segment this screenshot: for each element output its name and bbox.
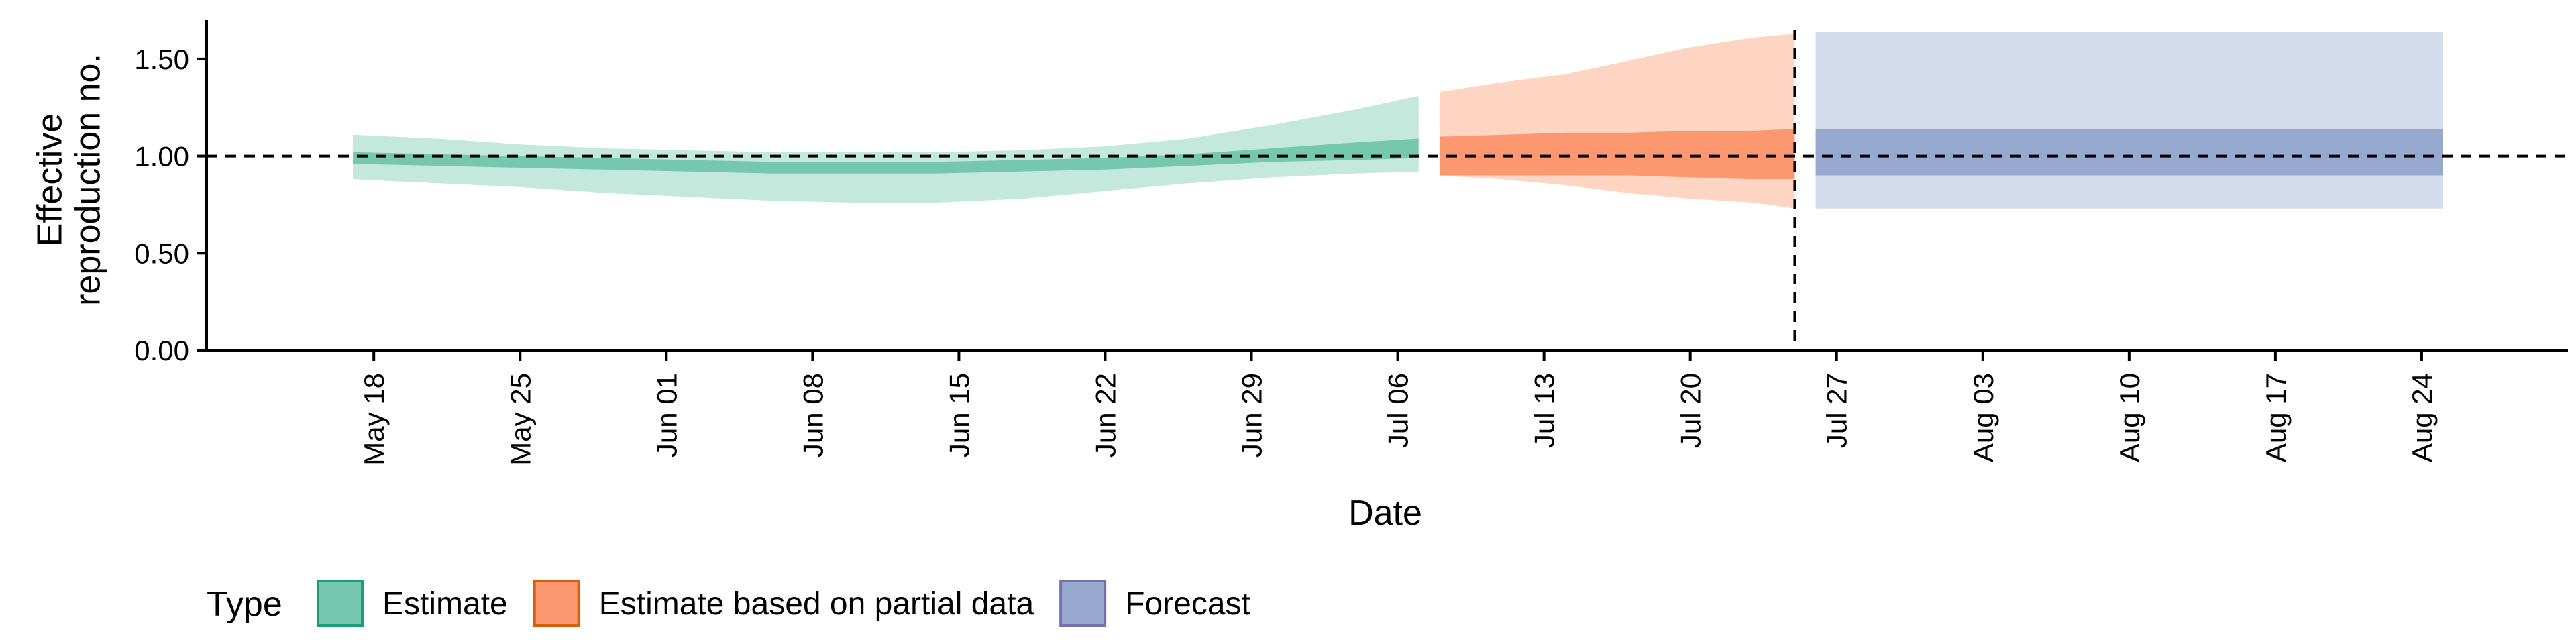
x-tick-label: Jul 06	[1383, 373, 1414, 448]
legend-key-estimate	[317, 580, 364, 627]
y-tick-label: 1.00	[134, 141, 189, 172]
x-tick-label: Jun 01	[651, 373, 682, 458]
y-axis-title-line: Effective	[30, 113, 69, 246]
y-axis-title-line: reproduction no.	[69, 54, 108, 306]
legend-key-estimate-based-on-partial-data	[533, 580, 580, 627]
x-tick-label: May 18	[358, 373, 390, 466]
band-inner-estimate	[353, 138, 1419, 174]
x-axis-title: Date	[1348, 494, 1422, 533]
x-tick-label: Aug 17	[2260, 373, 2292, 462]
legend-key-forecast	[1059, 580, 1107, 627]
legend-label-estimate: Estimate	[382, 586, 508, 622]
x-tick-label: Jul 27	[1821, 373, 1853, 448]
x-tick-label: Jun 08	[797, 373, 828, 458]
legend: Type Estimate Estimate based on partial d…	[207, 580, 1250, 627]
x-tick-label: Jul 13	[1529, 373, 1560, 448]
reference-lines	[207, 30, 2568, 350]
x-tick-label: Aug 24	[2406, 373, 2438, 462]
axes: 0.00 0.50 1.00 1.50 May 18 May 25 Jun 01 Jun 08…	[134, 20, 2568, 466]
band-outer-estimate	[353, 95, 1419, 203]
legend-title: Type	[207, 585, 282, 624]
legend-label-forecast: Forecast	[1125, 586, 1250, 622]
band-outer-forecast	[1815, 32, 2443, 209]
x-tick-label: Aug 10	[2114, 373, 2145, 462]
x-tick-label: Jun 15	[943, 373, 975, 458]
y-tick-label: 0.50	[134, 237, 189, 269]
y-tick-label: 0.00	[134, 335, 189, 366]
y-axis-title: Effectivereproduction no.	[30, 54, 107, 306]
band-inner-estimate-based-on-partial-data	[1439, 129, 1795, 180]
bands-layer	[353, 32, 2443, 209]
band-outer-estimate-based-on-partial-data	[1439, 34, 1795, 209]
legend-label-estimate-based-on-partial-data: Estimate based on partial data	[599, 586, 1034, 622]
x-tick-label: Jun 22	[1090, 373, 1122, 458]
x-tick-label: Jul 20	[1675, 373, 1707, 448]
y-tick-label: 1.50	[134, 44, 189, 75]
x-tick-label: Jun 29	[1236, 373, 1268, 458]
x-tick-label: Aug 03	[1968, 373, 1999, 462]
band-inner-forecast	[1815, 129, 2443, 176]
x-tick-label: May 25	[504, 373, 536, 466]
